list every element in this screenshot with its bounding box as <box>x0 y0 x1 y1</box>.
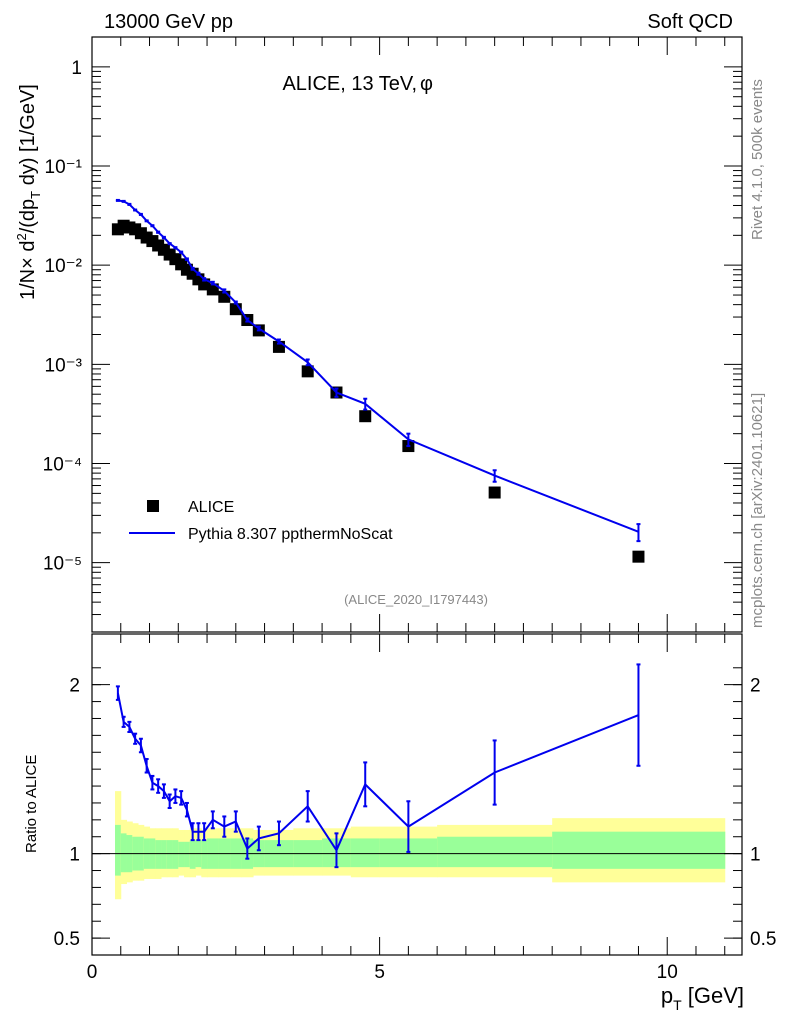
ratio-y-tick-label-right: 1 <box>750 845 761 866</box>
x-axis-label: pT [GeV] <box>661 983 744 1013</box>
ratio-y-tick-label-right: 2 <box>750 676 761 697</box>
ratio-inner-band <box>201 840 208 869</box>
ratio-inner-band <box>437 836 553 868</box>
ratio-inner-band <box>172 840 179 869</box>
x-tick-label: 10 <box>657 962 678 983</box>
plot-title: ALICE, 13 TeV, <box>282 73 417 95</box>
ratio-inner-band <box>189 840 197 869</box>
ratio-uncertainty-bands <box>115 791 726 900</box>
header-left-label: 13000 GeV pp <box>104 11 233 33</box>
rivet-version-label: Rivet 4.1.0, 500k events <box>749 79 766 240</box>
ratio-inner-band <box>350 838 381 868</box>
alice-data-point <box>359 410 372 423</box>
legend-alice-label: ALICE <box>188 499 234 516</box>
main-y-tick-label: 10⁻³ <box>45 355 83 376</box>
mcplots-url-label: mcplots.cern.ch [arXiv:2401.10621] <box>749 393 766 628</box>
main-y-tick-label: 10⁻⁵ <box>43 554 82 575</box>
alice-data-point <box>632 550 645 563</box>
alice-data-point <box>206 283 219 296</box>
ratio-y-tick-label: 2 <box>69 676 80 697</box>
main-y-axis-label: 1/N× d2/(dpT dy) [1/GeV] <box>14 84 43 300</box>
main-y-tick-label: 1 <box>71 58 82 79</box>
ratio-inner-band <box>178 841 185 868</box>
ratio-inner-band <box>155 840 162 869</box>
plot-title-phi: φ <box>420 73 433 95</box>
main-data-marks <box>111 198 645 563</box>
x-tick-label: 5 <box>374 962 385 983</box>
ratio-y-tick-label-right: 0.5 <box>750 929 776 950</box>
legend: ALICE Pythia 8.307 ppthermNoScat <box>129 499 393 543</box>
ratio-inner-band <box>184 841 191 868</box>
legend-alice-marker <box>147 500 159 512</box>
ratio-inner-band <box>166 840 174 869</box>
ratio-line <box>116 692 639 853</box>
ratio-y-tick-label: 1 <box>69 845 80 866</box>
ratio-inner-band <box>552 831 726 869</box>
ratio-y-axis-label: Ratio to ALICE <box>23 755 40 853</box>
header-right-label: Soft QCD <box>647 11 733 33</box>
ratio-inner-band <box>115 824 122 876</box>
ratio-y-tick-label: 0.5 <box>54 929 80 950</box>
ratio-inner-band <box>161 840 168 869</box>
ratio-panel: 0.5 0.5 1 1 2 2 0 5 10 Ratio to ALICE pT [GeV] <box>23 633 776 1013</box>
pythia-line <box>117 199 639 533</box>
ratio-axis-ticks: 0.5 0.5 1 1 2 2 0 5 10 <box>54 634 776 983</box>
x-tick-label: 0 <box>87 962 98 983</box>
ratio-inner-band <box>120 833 128 873</box>
legend-pythia-label: Pythia 8.307 ppthermNoScat <box>188 526 393 543</box>
alice-data-point <box>488 486 501 499</box>
main-y-tick-label: 10⁻² <box>45 256 83 277</box>
main-y-tick-label: 10⁻¹ <box>45 157 83 178</box>
ratio-data-marks <box>115 663 641 869</box>
ratio-frame <box>91 633 743 956</box>
main-axis-ticks: 1 10⁻¹ 10⁻² 10⁻³ 10⁻⁴ 10⁻⁵ <box>43 36 742 633</box>
analysis-id-label: (ALICE_2020_I1797443) <box>344 592 488 607</box>
main-y-tick-label: 10⁻⁴ <box>43 455 82 476</box>
alice-data-point <box>301 365 314 378</box>
main-panel: 1 10⁻¹ 10⁻² 10⁻³ 10⁻⁴ 10⁻⁵ ALICE, 13 TeV, φ (… <box>14 36 743 633</box>
